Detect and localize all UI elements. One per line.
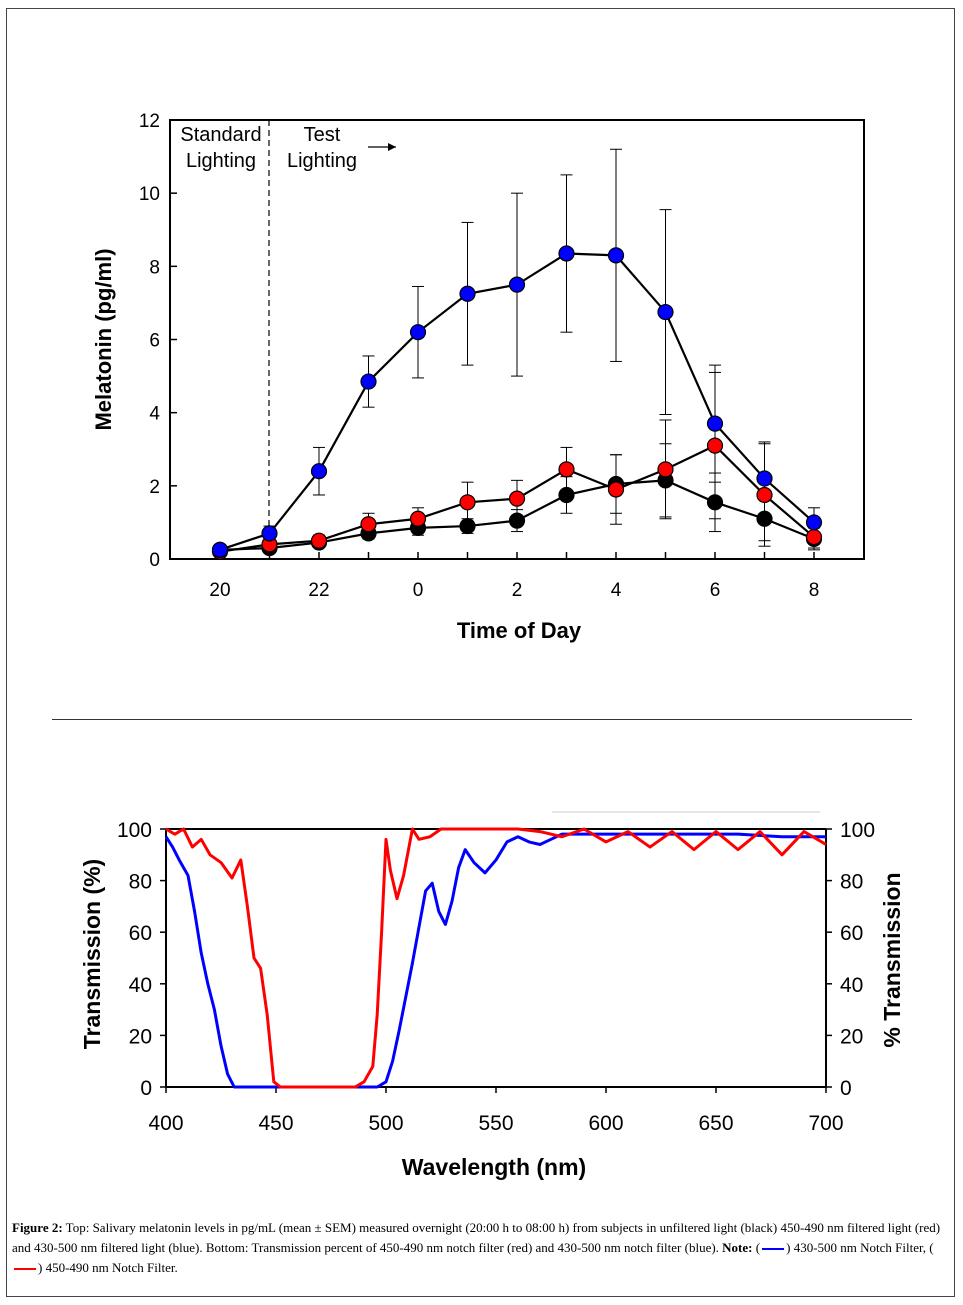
y-tick-label-right: 100 xyxy=(840,819,875,842)
section-divider xyxy=(52,719,912,720)
x-tick-label: 450 xyxy=(258,1112,293,1135)
y-tick-label: 20 xyxy=(129,1025,152,1048)
y-tick-label: 0 xyxy=(149,550,160,571)
annotation-test: Test xyxy=(304,124,341,146)
annotation-standard: Standard xyxy=(180,124,261,146)
data-point xyxy=(508,276,526,293)
annotation-test-lighting: Lighting xyxy=(287,150,357,172)
data-point xyxy=(459,494,476,511)
data-point xyxy=(805,514,823,531)
y-tick-label: 100 xyxy=(117,819,152,842)
y-axis-label-right: % Transmission xyxy=(879,872,905,1047)
data-point xyxy=(607,481,625,498)
y-tick-label: 6 xyxy=(149,331,160,352)
caption-legend-red: 450-490 nm Notch Filter. xyxy=(45,1260,178,1275)
data-point xyxy=(360,373,377,390)
data-point xyxy=(508,512,526,529)
x-tick-label: 8 xyxy=(809,580,820,601)
legend-red-line xyxy=(14,1268,36,1271)
x-tick-label: 6 xyxy=(710,580,721,601)
data-point xyxy=(558,461,575,478)
y-tick-label: 8 xyxy=(149,257,160,278)
data-point xyxy=(508,490,526,507)
annotation-standard-lighting: Lighting xyxy=(186,150,256,172)
data-point xyxy=(261,525,278,542)
data-point xyxy=(558,245,575,262)
y-tick-label: 4 xyxy=(149,404,160,425)
data-point xyxy=(211,541,229,558)
y-tick-label: 10 xyxy=(139,184,160,205)
y-axis-label: Transmission (%) xyxy=(79,859,105,1049)
data-point xyxy=(310,463,328,480)
data-point xyxy=(459,517,476,535)
data-point xyxy=(360,516,377,533)
data-point xyxy=(706,494,724,511)
figure-caption: Figure 2: Top: Salivary melatonin levels… xyxy=(12,1220,941,1275)
figure-frame xyxy=(6,8,955,1297)
y-tick-label: 80 xyxy=(129,871,152,894)
y-axis-label: Melatonin (pg/ml) xyxy=(91,248,116,430)
data-point xyxy=(459,285,476,302)
x-tick-label: 2 xyxy=(512,580,523,601)
y-tick-label-right: 80 xyxy=(840,871,863,894)
data-point xyxy=(310,532,328,549)
data-point xyxy=(657,303,674,321)
y-tick-label-right: 20 xyxy=(840,1025,863,1048)
legend-blue-line xyxy=(762,1248,785,1251)
melatonin-chart: 0 2 4 6 8 10 12 20 22 0 2 4 6 8 Standard Lighting Test Li… xyxy=(91,111,865,643)
caption-text: Top: Salivary melatonin levels in pg/mL … xyxy=(12,1220,941,1255)
caption-note-label: Note: xyxy=(722,1240,753,1255)
y-tick-label-right: 40 xyxy=(840,974,863,997)
data-point xyxy=(706,437,724,454)
transmission-chart: 0 0 20 20 40 40 60 60 80 80 100 100 400 450 500 550 600 6… xyxy=(79,811,905,1180)
data-point xyxy=(756,470,773,487)
data-point xyxy=(409,324,427,341)
x-axis-label: Wavelength (nm) xyxy=(402,1154,586,1180)
x-tick-label: 22 xyxy=(308,580,329,601)
x-tick-label: 650 xyxy=(698,1112,733,1135)
data-point xyxy=(756,510,773,527)
x-tick-label: 700 xyxy=(808,1112,843,1135)
caption-legend-blue: 430-500 nm Notch Filter, xyxy=(793,1240,927,1255)
caption-figure-label: Figure 2: xyxy=(12,1220,63,1235)
y-tick-label: 60 xyxy=(129,922,152,945)
x-tick-label: 4 xyxy=(611,580,622,601)
markers-2 xyxy=(211,245,823,558)
data-point xyxy=(756,486,773,504)
data-point xyxy=(607,247,625,264)
y-tick-label: 2 xyxy=(149,477,160,498)
x-tick-label: 550 xyxy=(478,1112,513,1135)
x-tick-label: 0 xyxy=(413,580,424,601)
y-tick-label: 12 xyxy=(139,111,160,132)
annotation-arrow-head xyxy=(388,143,396,151)
data-point xyxy=(657,461,674,478)
x-tick-label: 400 xyxy=(148,1112,183,1135)
data-point xyxy=(409,510,427,527)
y-tick-label-right: 0 xyxy=(840,1077,852,1100)
x-axis-label: Time of Day xyxy=(457,618,582,643)
x-tick-label: 600 xyxy=(588,1112,623,1135)
y-tick-label-right: 60 xyxy=(840,922,863,945)
y-tick-label: 0 xyxy=(140,1077,152,1100)
x-tick-label: 20 xyxy=(209,580,230,601)
transmission-series-1 xyxy=(165,827,827,1089)
data-point xyxy=(706,415,724,432)
x-tick-label: 500 xyxy=(368,1112,403,1135)
y-tick-label: 40 xyxy=(129,974,152,997)
transmission-series-0 xyxy=(164,832,826,1089)
data-point xyxy=(558,486,575,504)
